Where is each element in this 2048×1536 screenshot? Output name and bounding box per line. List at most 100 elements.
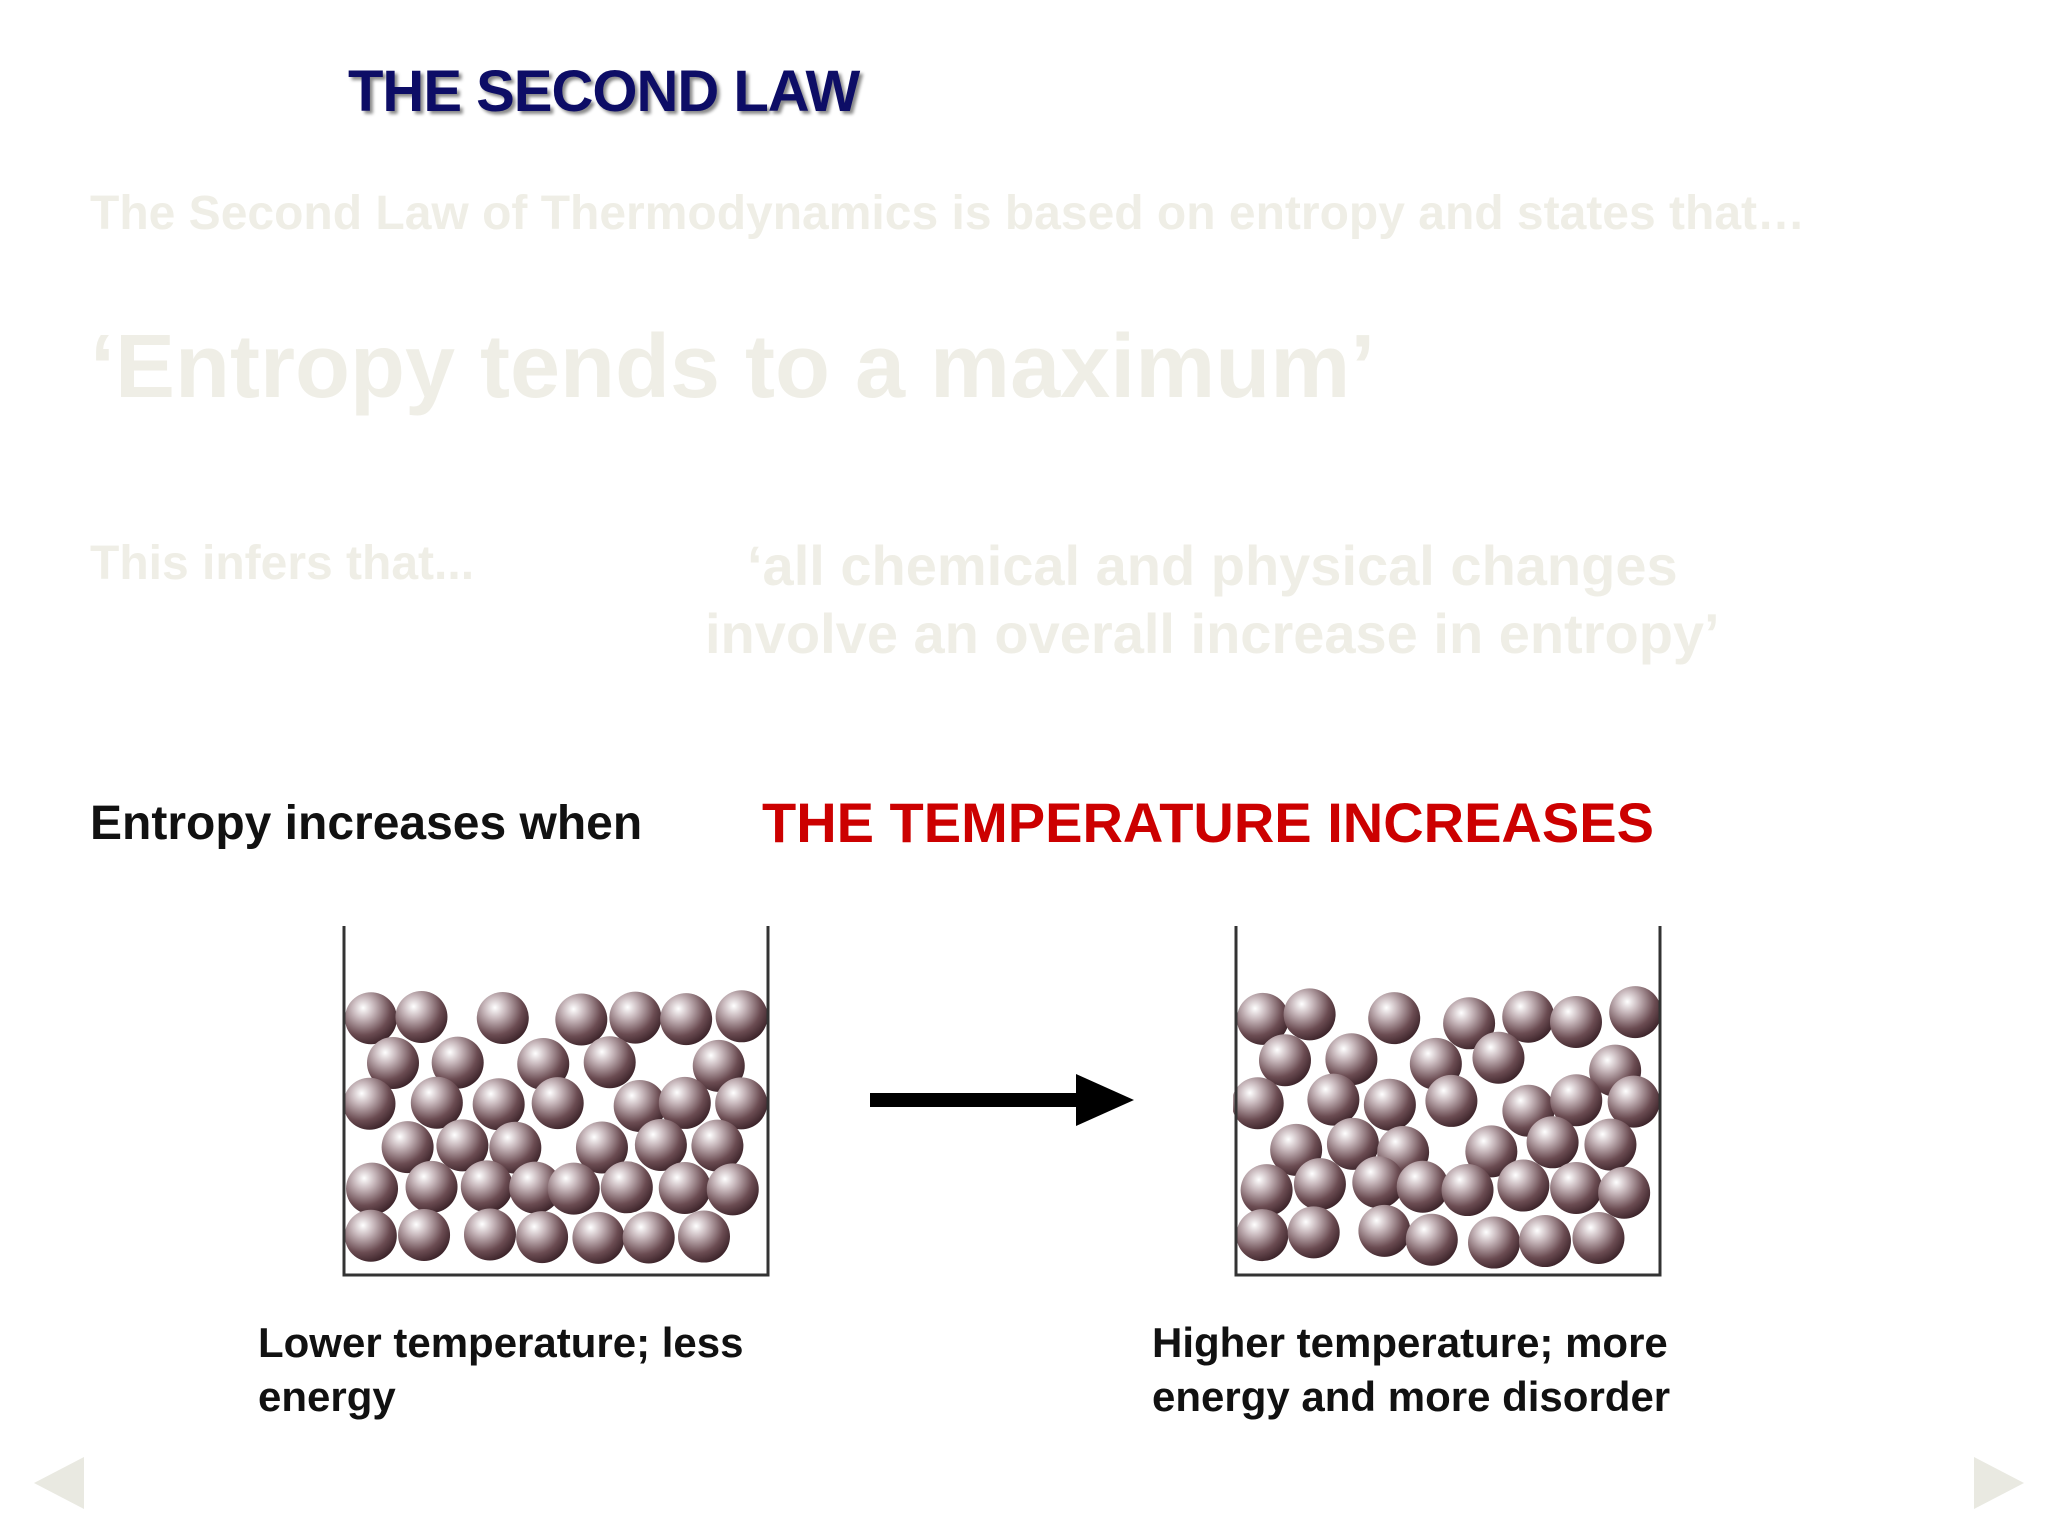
- particle: [436, 1119, 489, 1172]
- container-wall: [1234, 926, 1662, 1277]
- particle: [1236, 1209, 1289, 1262]
- particle: [517, 1037, 570, 1090]
- changes-quote: ‘all chemical and physical changes invol…: [705, 532, 1720, 668]
- particle: [1550, 1161, 1603, 1214]
- particle: [395, 990, 448, 1043]
- particle: [1598, 1166, 1651, 1219]
- particle: [1550, 1074, 1603, 1127]
- particle: [1572, 1211, 1625, 1264]
- particle: [472, 1078, 525, 1131]
- high-caption-line-1: Higher temperature; more: [1152, 1319, 1668, 1366]
- particle: [1363, 1078, 1416, 1131]
- high-caption-line-2: energy and more disorder: [1152, 1373, 1671, 1420]
- particle: [516, 1211, 569, 1264]
- particle: [1326, 1117, 1379, 1170]
- infers-label: This infers that...: [90, 537, 475, 590]
- particle: [600, 1161, 653, 1214]
- particle: [1465, 1125, 1518, 1178]
- particle: [1518, 1215, 1571, 1268]
- particle: [509, 1161, 562, 1214]
- high-temperature-container: [1233, 926, 1662, 1277]
- particle: [410, 1076, 463, 1129]
- changes-quote-line-2: involve an overall increase in entropy’: [705, 602, 1720, 665]
- particle: [715, 990, 768, 1043]
- arrow-right-icon: [870, 1074, 1134, 1126]
- low-caption-line-2: energy: [258, 1373, 396, 1420]
- principle-quote: ‘Entropy tends to a maximum’: [90, 317, 1376, 417]
- particle: [691, 1119, 744, 1172]
- particle: [1293, 1158, 1346, 1211]
- particle: [346, 1162, 399, 1215]
- particle: [460, 1160, 513, 1213]
- particle: [1352, 1156, 1405, 1209]
- particle: [1607, 1075, 1660, 1128]
- changes-quote-line-1: ‘all chemical and physical changes: [747, 534, 1678, 597]
- particle: [622, 1211, 675, 1264]
- triangle-left-icon: [34, 1457, 84, 1509]
- particle: [1368, 992, 1421, 1045]
- particle: [634, 1118, 687, 1171]
- particle: [658, 1076, 711, 1129]
- particle: [575, 1121, 628, 1174]
- slide-title: THE SECOND LAW: [348, 59, 860, 124]
- temperature-condition: THE TEMPERATURE INCREASES: [762, 791, 1654, 854]
- particle: [1609, 986, 1662, 1039]
- particle: [715, 1077, 768, 1130]
- particle: [609, 991, 662, 1044]
- particle: [1526, 1116, 1579, 1169]
- particle: [343, 1077, 396, 1130]
- particle: [1502, 990, 1555, 1043]
- particle: [1425, 1074, 1478, 1127]
- particle: [489, 1121, 542, 1174]
- entropy-increases-label: Entropy increases when: [90, 797, 643, 850]
- low-temperature-container: [342, 926, 770, 1277]
- particle: [1468, 1216, 1521, 1269]
- particle: [706, 1163, 759, 1216]
- particle: [476, 992, 529, 1045]
- particle: [381, 1121, 434, 1174]
- particle: [1307, 1073, 1360, 1126]
- intro-text: The Second Law of Thermodynamics is base…: [90, 187, 1805, 240]
- low-caption-line-1: Lower temperature; less: [258, 1319, 744, 1366]
- particle: [1258, 1034, 1311, 1087]
- particle: [1441, 1164, 1494, 1217]
- particle: [1358, 1204, 1411, 1257]
- particle: [1405, 1213, 1458, 1266]
- particle: [344, 992, 397, 1045]
- particle: [366, 1036, 419, 1089]
- low-temperature-caption: Lower temperature; less energy: [258, 1316, 818, 1424]
- particle: [1287, 1206, 1340, 1259]
- particle: [1283, 988, 1336, 1041]
- particle: [658, 1161, 711, 1214]
- particle: [1549, 995, 1602, 1048]
- particle: [1236, 992, 1289, 1045]
- particle: [555, 993, 608, 1046]
- particle: [1240, 1164, 1293, 1217]
- particle: [344, 1209, 397, 1262]
- particle: [531, 1077, 584, 1130]
- particle: [405, 1160, 458, 1213]
- particle: [677, 1210, 730, 1263]
- container-wall: [342, 926, 770, 1277]
- particle: [583, 1036, 636, 1089]
- particle: [1497, 1159, 1550, 1212]
- particle: [431, 1036, 484, 1089]
- particle: [1443, 997, 1496, 1050]
- next-slide-button[interactable]: [1972, 1455, 2026, 1511]
- previous-slide-button[interactable]: [32, 1455, 86, 1511]
- particle: [547, 1162, 600, 1215]
- particle: [1325, 1033, 1378, 1086]
- particle: [660, 993, 713, 1046]
- particle: [1584, 1118, 1637, 1171]
- particle: [692, 1039, 745, 1092]
- particle: [1396, 1160, 1449, 1213]
- particle: [1472, 1031, 1525, 1084]
- particle: [572, 1211, 625, 1264]
- particle: [1233, 1077, 1284, 1130]
- particle: [398, 1208, 451, 1261]
- high-temperature-caption: Higher temperature; more energy and more…: [1152, 1316, 1772, 1424]
- triangle-right-icon: [1974, 1457, 2024, 1509]
- particle: [613, 1079, 666, 1132]
- particle: [463, 1208, 516, 1261]
